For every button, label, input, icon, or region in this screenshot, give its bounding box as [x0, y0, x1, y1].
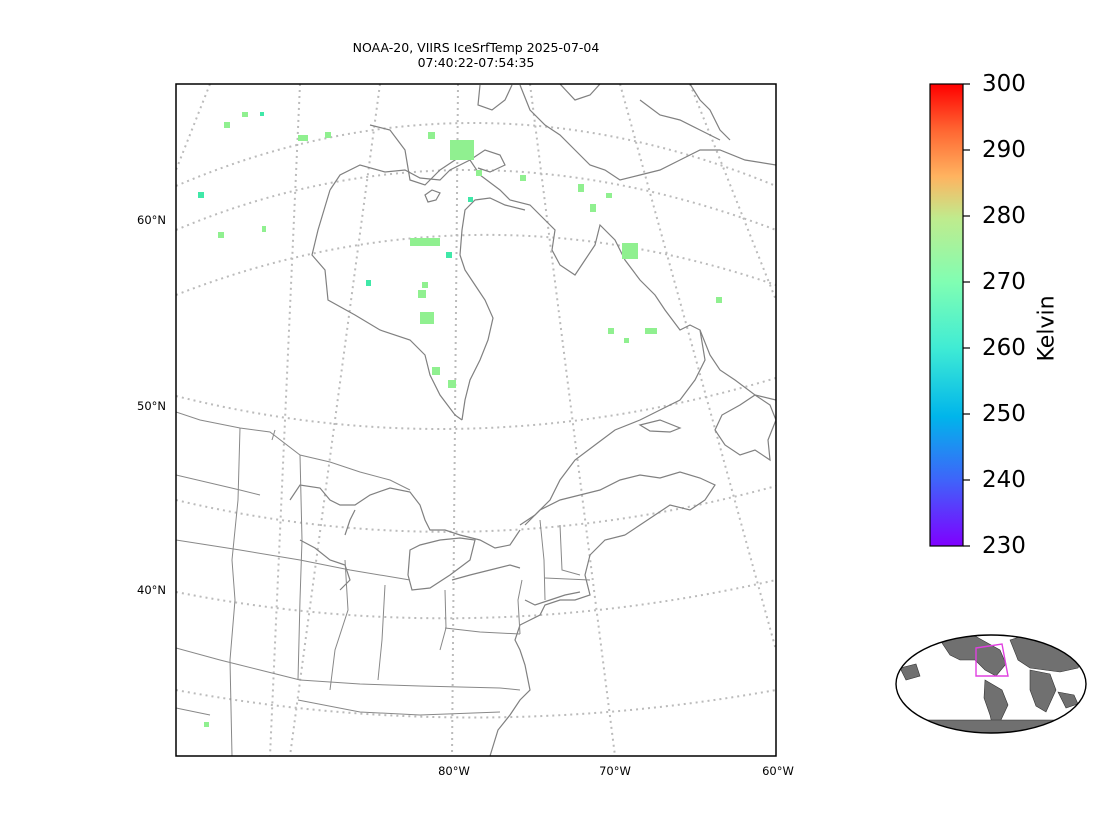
ice-surface-temp-pixels — [198, 112, 722, 727]
colorbar-tick-250: 250 — [982, 401, 1026, 427]
coastlines — [289, 84, 776, 756]
colorbar-tick-240: 240 — [982, 467, 1026, 493]
map-frame — [175, 83, 777, 757]
lat-label-40n: 40°N — [137, 583, 166, 597]
lat-label-60n: 60°N — [137, 213, 166, 227]
colorbar-tick-280: 280 — [982, 203, 1026, 229]
lon-label-80w: 80°W — [438, 764, 470, 778]
lat-label-50n: 50°N — [137, 399, 166, 413]
lon-label-70w: 70°W — [599, 764, 631, 778]
colorbar-tick-300: 300 — [982, 71, 1026, 97]
lon-label-60w: 60°W — [762, 764, 794, 778]
colorbar-tick-260: 260 — [982, 335, 1026, 361]
map-title-line2: 07:40:22-07:54:35 — [417, 55, 535, 70]
colorbar-tick-230: 230 — [982, 533, 1026, 559]
colorbar-label: Kelvin — [1034, 295, 1060, 362]
map-title-line1: NOAA-20, VIIRS IceSrfTemp 2025-07-04 — [352, 40, 600, 55]
colorbar-tick-290: 290 — [982, 137, 1026, 163]
colorbar-tick-270: 270 — [982, 269, 1026, 295]
globe-locator-inset — [895, 634, 1087, 734]
graticule — [176, 84, 776, 756]
colorbar — [929, 83, 970, 547]
political-boundaries — [176, 411, 591, 756]
map-panel — [176, 84, 776, 756]
